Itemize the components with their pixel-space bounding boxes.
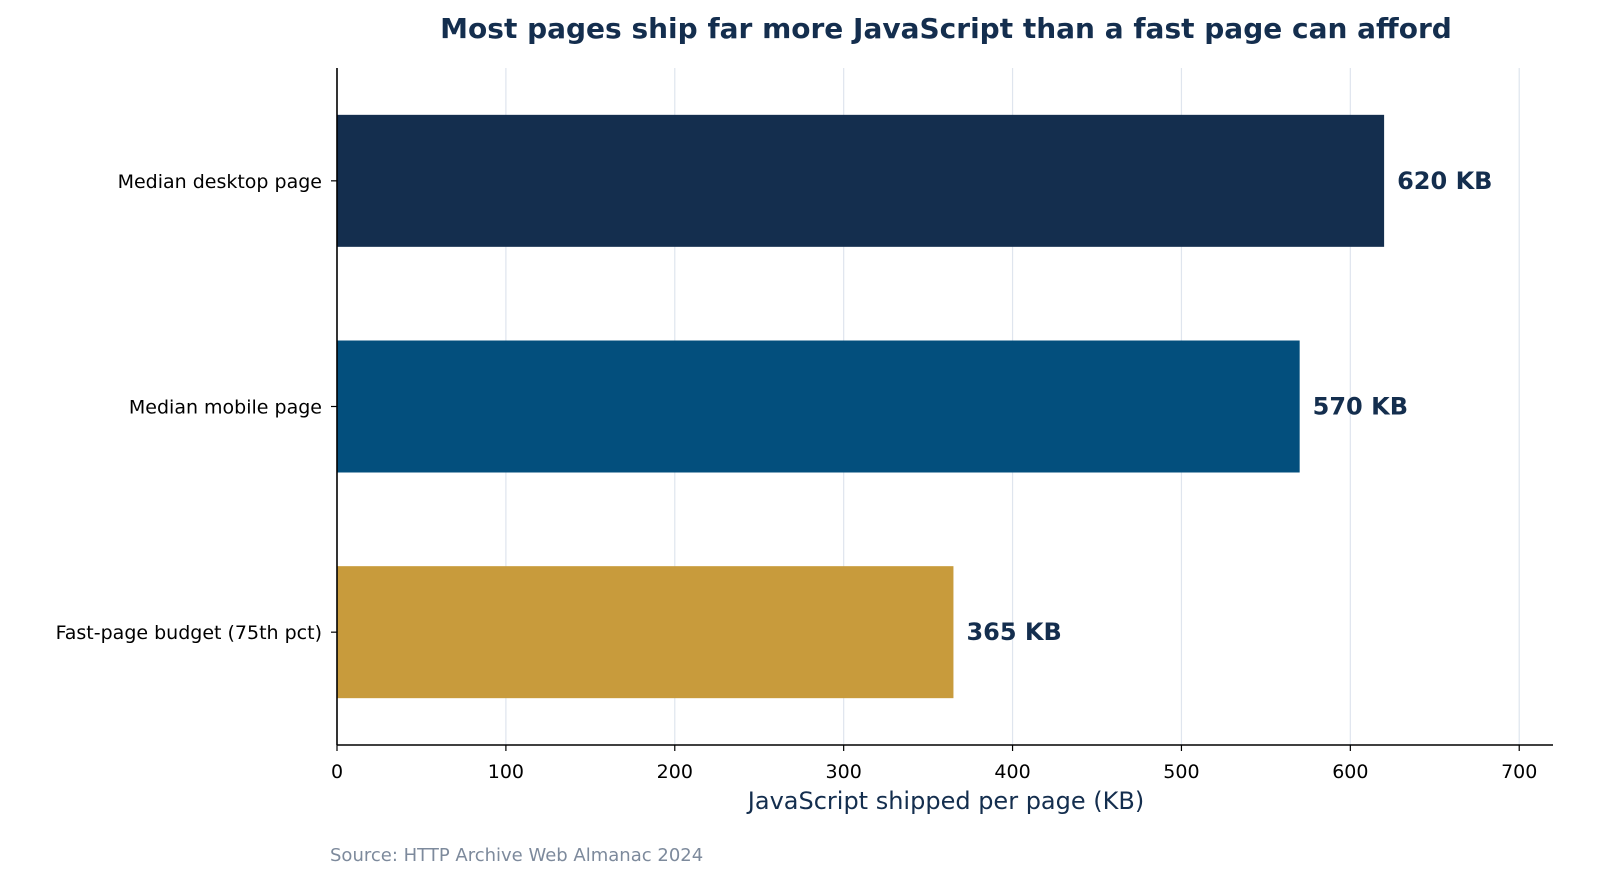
x-tick-label-0: 0 [331,761,343,783]
category-label-1: Median mobile page [129,397,322,419]
x-axis-title: JavaScript shipped per page (KB) [746,787,1144,815]
bar-2 [337,566,954,699]
category-label-2: Fast-page budget (75th pct) [56,622,322,644]
x-axis-ticks: 0 100 200 300 400 500 600 700 [331,745,1537,783]
category-labels: Median desktop page Median mobile page Fas… [56,171,337,644]
bar-0 [337,114,1385,247]
x-tick-label-300: 300 [826,761,862,783]
x-tick-label-200: 200 [657,761,693,783]
x-tick-label-700: 700 [1501,761,1537,783]
source-note: Source: HTTP Archive Web Almanac 2024 [330,845,703,866]
x-tick-label-100: 100 [488,761,524,783]
data-labels: 620 KB 570 KB 365 KB [966,167,1492,646]
x-tick-label-500: 500 [1163,761,1199,783]
x-tick-label-400: 400 [994,761,1030,783]
chart-title: Most pages ship far more JavaScript than… [440,12,1452,45]
bar-1 [337,340,1300,473]
data-label-1: 570 KB [1313,393,1408,421]
bars [337,114,1385,699]
category-label-0: Median desktop page [118,171,322,193]
x-tick-label-600: 600 [1332,761,1368,783]
data-label-0: 620 KB [1397,167,1492,195]
data-label-2: 365 KB [966,618,1061,646]
